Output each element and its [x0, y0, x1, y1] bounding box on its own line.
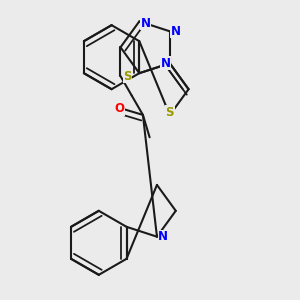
Text: N: N [170, 25, 181, 38]
Text: S: S [166, 106, 174, 119]
Text: N: N [158, 230, 168, 243]
Text: N: N [161, 57, 171, 70]
Text: N: N [141, 16, 151, 29]
Text: O: O [115, 102, 124, 115]
Text: S: S [123, 70, 132, 83]
